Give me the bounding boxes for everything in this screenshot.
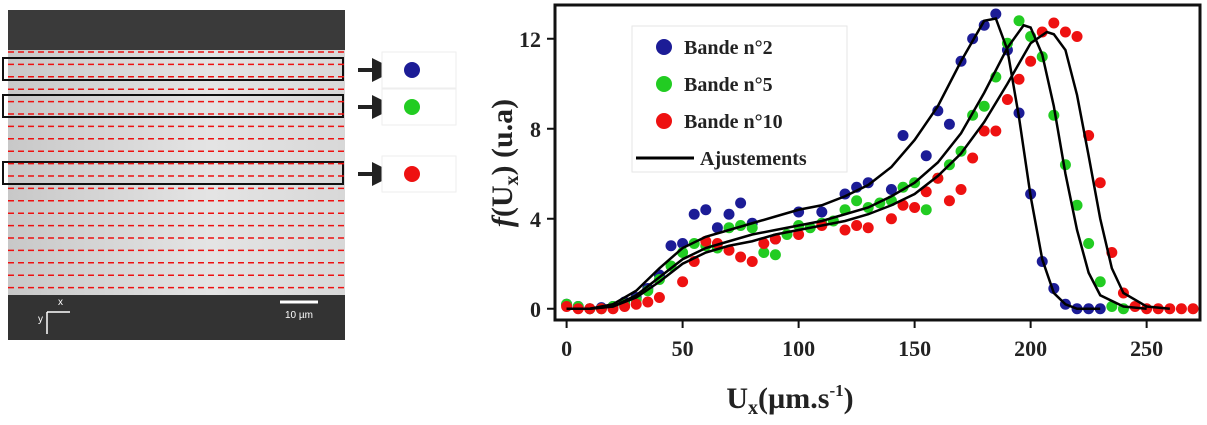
point	[1083, 238, 1095, 249]
point	[723, 208, 735, 220]
point	[851, 220, 863, 231]
point	[920, 150, 932, 162]
point	[943, 195, 955, 207]
microscopy-image: 10 µm x y	[2, 10, 457, 340]
point	[665, 240, 677, 252]
box	[2, 94, 344, 118]
y-icon-label: y	[38, 314, 43, 325]
point	[653, 292, 665, 303]
point	[642, 296, 654, 308]
point	[955, 184, 967, 195]
box	[2, 57, 344, 81]
point	[990, 8, 1002, 20]
point	[1187, 303, 1199, 315]
point	[688, 208, 700, 220]
point	[1071, 199, 1083, 211]
point	[943, 118, 955, 130]
point	[920, 186, 932, 198]
x-tick-label: 50	[672, 336, 694, 361]
x-tick-label: 0	[561, 336, 572, 361]
point	[816, 206, 828, 218]
point	[990, 125, 1002, 137]
point	[1048, 17, 1060, 29]
point	[758, 247, 770, 258]
point	[769, 249, 781, 261]
point	[630, 298, 642, 310]
point	[735, 197, 747, 209]
dot	[404, 62, 420, 78]
y-axis-label: f(Ux) (u.a)	[486, 99, 523, 227]
point	[1025, 55, 1037, 67]
legend-label: Bande n°10	[684, 111, 783, 133]
point	[1071, 31, 1083, 42]
legend-marker	[656, 76, 672, 92]
channel	[8, 50, 345, 295]
point	[1175, 303, 1187, 315]
legend-marker	[656, 113, 672, 129]
point	[665, 260, 677, 272]
point	[700, 204, 712, 216]
point	[885, 213, 897, 225]
point	[735, 251, 747, 263]
dot	[404, 166, 420, 182]
point	[885, 184, 897, 195]
point	[561, 301, 573, 312]
point	[851, 195, 863, 207]
point	[1001, 94, 1013, 105]
y-tick-label: 8	[530, 117, 541, 142]
scale-label: 10 µm	[285, 310, 313, 321]
image-top	[8, 10, 345, 50]
x-axis-label: Ux(µm.s-1)	[726, 381, 853, 419]
point	[1059, 26, 1071, 38]
legend-label: Ajustements	[700, 148, 807, 170]
point	[1013, 15, 1025, 27]
point	[1094, 276, 1106, 288]
plot-frame	[553, 3, 1202, 322]
point	[746, 256, 758, 267]
x-tick-label: 200	[1014, 336, 1047, 361]
point	[932, 105, 944, 117]
legend-label: Bande n°5	[684, 74, 773, 96]
x-tick-label: 100	[782, 336, 815, 361]
y-tick-label: 12	[519, 27, 541, 52]
point	[1106, 301, 1118, 312]
point	[1094, 177, 1106, 189]
legend-label: Bande n°2	[684, 37, 773, 59]
fit-line	[566, 23, 1147, 310]
axes-icon	[46, 311, 70, 334]
point	[909, 202, 921, 213]
point	[978, 100, 990, 112]
point	[758, 238, 770, 249]
point	[862, 222, 874, 234]
box	[2, 161, 344, 185]
fit-line	[566, 17, 1101, 310]
point	[839, 224, 851, 236]
point	[967, 152, 979, 164]
point	[978, 125, 990, 137]
point	[711, 222, 723, 234]
y-tick-label: 0	[530, 297, 541, 322]
x-tick-label: 150	[898, 336, 931, 361]
x-tick-label: 250	[1130, 336, 1163, 361]
point	[1013, 73, 1025, 85]
point	[897, 199, 909, 211]
point	[932, 172, 944, 184]
point	[920, 204, 932, 216]
y-tick-label: 4	[530, 207, 541, 232]
point	[677, 276, 689, 288]
x-icon-label: x	[58, 297, 63, 308]
legend: Bande n°2 Bande n°5 Bande n°10 Ajustements	[631, 25, 848, 173]
fit-line	[566, 30, 1170, 310]
legend-marker	[656, 39, 672, 55]
dot	[404, 99, 420, 115]
point	[897, 130, 909, 141]
